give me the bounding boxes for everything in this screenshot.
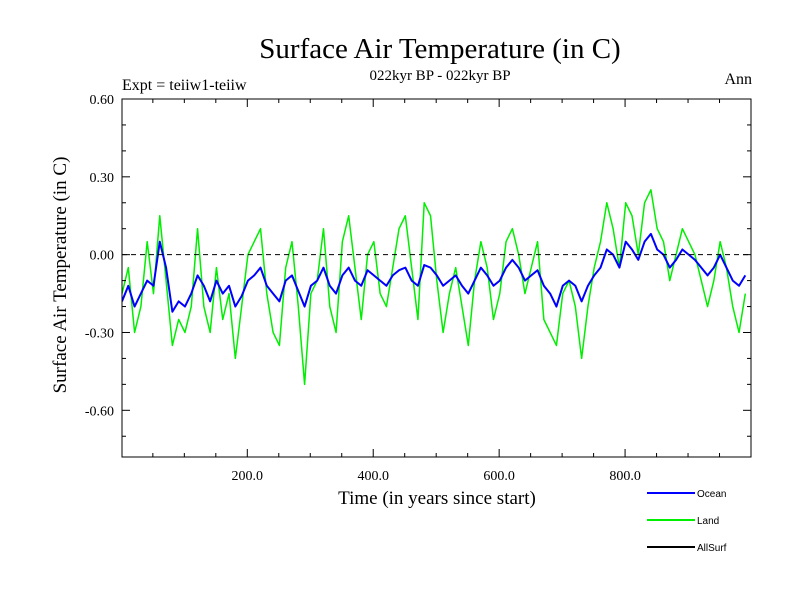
y-tick-label: -0.30 [85,326,114,341]
y-tick-label: -0.60 [85,404,114,419]
season-label: Ann [724,71,752,88]
y-tick-label: 0.60 [90,93,115,108]
series-line-ocean [122,232,747,313]
legend-label: Ocean [697,489,726,500]
series-layer [122,189,747,386]
x-tick-label: 800.0 [609,469,641,484]
legend-label: Land [697,516,719,527]
legend-label: AllSurf [697,543,727,554]
legend-item-land: Land [647,516,719,527]
x-tick-label: 600.0 [483,469,515,484]
legend: Ocean Land AllSurf [647,489,727,554]
legend-item-allsurf: AllSurf [647,543,727,554]
plot-frame [121,98,752,458]
axis-layer [122,98,751,457]
x-tick-label: 400.0 [357,469,389,484]
x-tick-label: 200.0 [232,469,264,484]
y-axis-label: Surface Air Temperature (in C) [50,157,71,394]
x-axis-label: Time (in years since start) [338,488,536,509]
chart-title: Surface Air Temperature (in C) [259,33,620,65]
y-tick-label: 0.30 [90,171,115,186]
legend-item-ocean: Ocean [647,489,726,500]
y-tick-label: 0.00 [90,249,115,264]
series-line-land [122,189,747,386]
chart-subtitle: 022kyr BP - 022kyr BP [369,68,510,84]
tick-label-layer: 0.60 0.30 0.00 -0.30 -0.60 200.0 400.0 600.0 800… [85,93,641,484]
experiment-label: Expt = teiiw1-teiiw [122,77,247,94]
